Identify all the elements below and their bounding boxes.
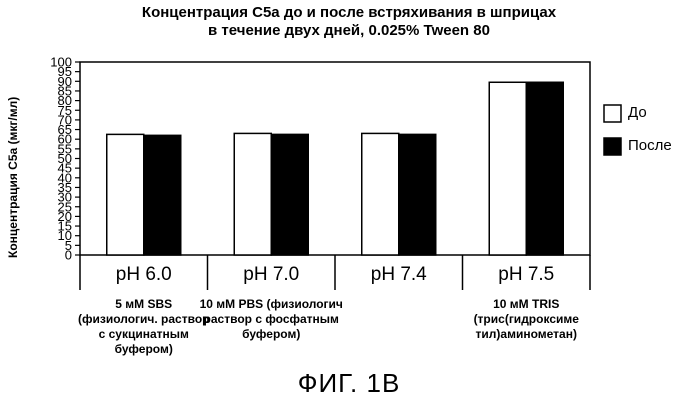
y-tick-label: 100 — [50, 55, 72, 70]
group-description-line: раствор с фосфатным — [196, 312, 346, 327]
group-description: 10 мМ PBS (физиологичраствор с фосфатным… — [196, 297, 346, 342]
legend-after-label: После — [628, 137, 672, 155]
bar-after — [271, 134, 308, 255]
bar-before — [234, 133, 271, 255]
bar-before — [362, 133, 399, 255]
group-description-line: 10 мМ TRIS — [451, 297, 601, 312]
bar-after — [526, 82, 563, 255]
figure-caption: ФИГ. 1В — [0, 368, 698, 398]
legend-before-label: До — [628, 104, 647, 122]
group-description-line: тил)аминометан) — [451, 327, 601, 342]
y-axis-label: Концентрация С5а (мкг/мл) — [6, 97, 20, 258]
group-description-line: (трис(гидроксиме — [451, 312, 601, 327]
group-description: 10 мМ TRIS(трис(гидроксиметил)аминометан… — [451, 297, 601, 342]
bar-before — [107, 134, 144, 255]
group-description-line: буфером) — [69, 342, 219, 357]
category-label: pH 7.5 — [498, 264, 554, 285]
category-label: pH 7.4 — [371, 264, 427, 285]
group-description-line: буфером) — [196, 327, 346, 342]
legend-before-swatch — [604, 105, 621, 122]
bar-before — [489, 82, 526, 255]
legend-after-swatch — [604, 138, 621, 155]
bar-after — [144, 135, 181, 255]
category-label: pH 6.0 — [116, 264, 172, 285]
bar-after — [399, 134, 436, 255]
category-label: pH 7.0 — [243, 264, 299, 285]
group-description-line: 10 мМ PBS (физиологич — [196, 297, 346, 312]
